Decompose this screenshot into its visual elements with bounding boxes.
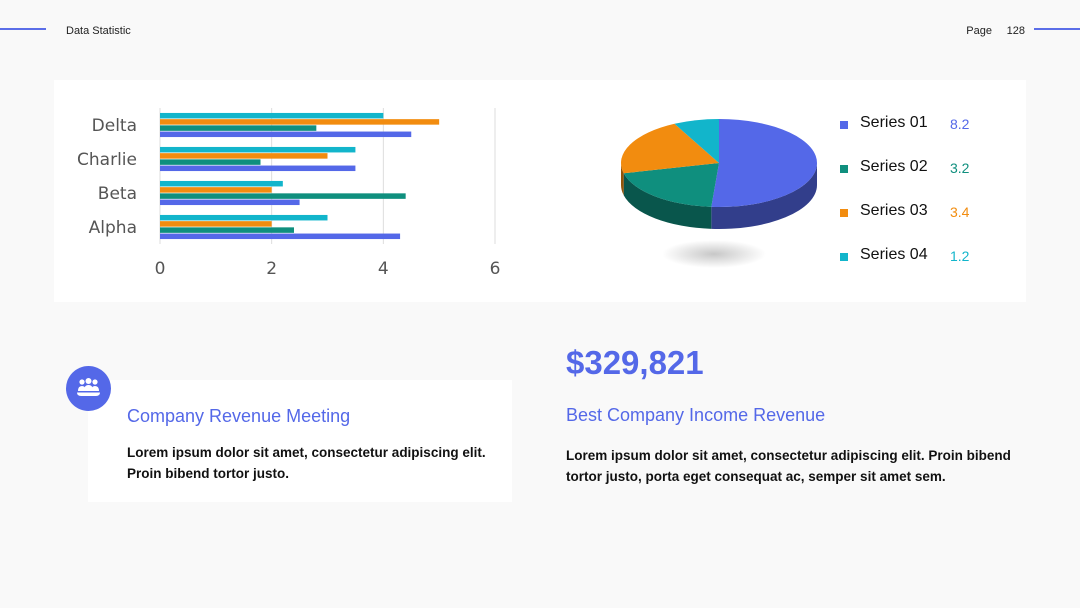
bar — [160, 199, 300, 206]
legend-swatch — [840, 165, 848, 173]
legend-label: Series 02 — [860, 158, 928, 175]
bar — [160, 159, 261, 165]
page-title: Data Statistic — [66, 25, 131, 37]
page-number: 128 — [1006, 25, 1025, 37]
x-tick-label: 2 — [266, 259, 277, 279]
bar — [160, 214, 328, 221]
bar — [160, 193, 406, 199]
legend-label: Series 03 — [860, 202, 928, 219]
pie-slice-side — [621, 163, 624, 196]
income-title: Best Company Income Revenue — [566, 405, 826, 425]
bar — [160, 221, 272, 227]
legend-swatch — [840, 253, 848, 261]
bar — [160, 131, 412, 138]
legend-value: 3.2 — [950, 160, 970, 176]
bar — [160, 146, 356, 153]
bar — [160, 187, 272, 193]
x-tick-label: 4 — [378, 259, 389, 279]
page-label: Page — [966, 25, 992, 37]
legend-value: 3.4 — [950, 204, 970, 220]
bar — [160, 112, 384, 119]
meeting-text: Lorem ipsum dolor sit amet, consectetur … — [127, 445, 486, 481]
header-line-left — [0, 28, 46, 30]
legend-swatch — [840, 121, 848, 129]
y-category-label: Beta — [98, 184, 137, 204]
pie-chart — [621, 119, 817, 268]
pie-slice-side — [711, 163, 817, 229]
pie-slice-side — [623, 173, 712, 229]
pie-slice — [711, 119, 817, 207]
bar — [160, 165, 356, 172]
group-meeting-icon — [66, 366, 111, 411]
legend-value: 1.2 — [950, 248, 970, 264]
bar — [160, 180, 283, 187]
chart-card: 0 2 4 6 Alpha Beta Charlie Delta Series 01 8.2 … — [54, 80, 1026, 302]
x-tick-label: 6 — [490, 259, 501, 279]
legend-item-series-03: Series 03 3.4 — [840, 202, 1030, 226]
y-category-label: Charlie — [77, 150, 137, 170]
bar-chart: 0 2 4 6 Alpha Beta Charlie Delta — [77, 108, 501, 279]
bar — [160, 153, 328, 159]
legend-value: 8.2 — [950, 116, 970, 132]
y-category-label: Alpha — [89, 218, 137, 238]
income-value: $329,821 — [566, 344, 704, 381]
legend-item-series-01: Series 01 8.2 — [840, 114, 1030, 138]
pie-shadow — [662, 240, 766, 268]
legend-label: Series 04 — [860, 246, 928, 263]
bar — [160, 125, 317, 131]
bar — [160, 233, 401, 240]
pie-slice — [623, 163, 719, 207]
bar — [160, 227, 294, 233]
pie-slice — [674, 119, 719, 163]
legend-item-series-02: Series 02 3.2 — [840, 158, 1030, 182]
bar — [160, 119, 440, 125]
legend-swatch — [840, 209, 848, 217]
meeting-title: Company Revenue Meeting — [127, 406, 351, 426]
meeting-card: Company Revenue Meeting Lorem ipsum dolo… — [88, 380, 512, 502]
pie-slice — [621, 123, 719, 174]
legend-item-series-04: Series 04 1.2 — [840, 246, 1030, 270]
x-tick-label: 0 — [155, 259, 166, 279]
legend-label: Series 01 — [860, 114, 928, 131]
header-line-right — [1034, 28, 1080, 30]
y-category-label: Delta — [92, 116, 137, 136]
income-text: Lorem ipsum dolor sit amet, consectetur … — [566, 448, 1011, 484]
